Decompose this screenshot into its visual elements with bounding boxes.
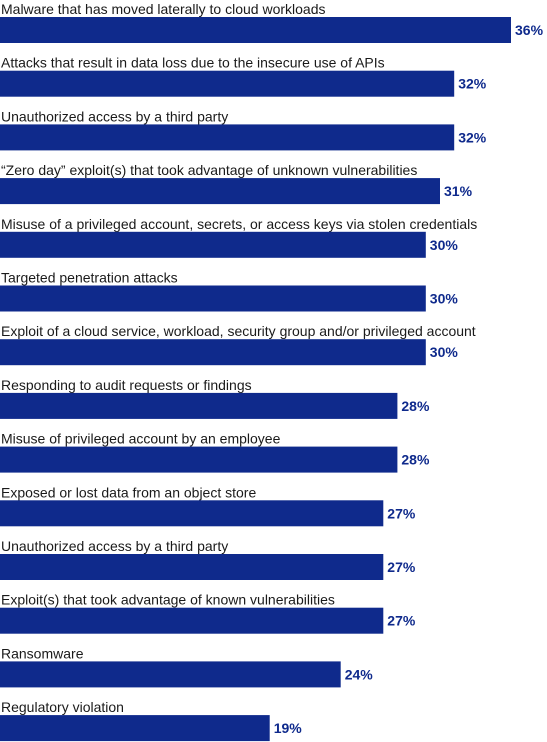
value-label: 30% <box>430 344 459 360</box>
value-label: 28% <box>401 452 430 468</box>
category-label: Ransomware <box>1 645 84 661</box>
category-label: Unauthorized access by a third party <box>1 108 228 124</box>
value-label: 28% <box>401 398 430 414</box>
value-label: 36% <box>515 22 544 38</box>
bar <box>0 124 455 151</box>
bar <box>0 231 426 258</box>
value-label: 27% <box>387 613 416 629</box>
value-label: 27% <box>387 505 416 521</box>
bar <box>0 392 398 419</box>
category-label: Attacks that result in data loss due to … <box>1 55 385 71</box>
bar <box>0 70 455 97</box>
bar <box>0 446 398 473</box>
category-label: Unauthorized access by a third party <box>1 538 228 554</box>
category-label: Exposed or lost data from an object stor… <box>1 484 256 500</box>
category-label: Misuse of privileged account by an emplo… <box>1 431 281 447</box>
category-label: Malware that has moved laterally to clou… <box>1 1 326 17</box>
value-label: 27% <box>387 559 416 575</box>
value-label: 32% <box>458 129 487 145</box>
bar <box>0 661 341 688</box>
value-label: 32% <box>458 76 487 92</box>
category-label: Exploit(s) that took advantage of known … <box>1 592 335 608</box>
category-label: Responding to audit requests or findings <box>1 377 252 393</box>
value-label: 31% <box>444 183 473 199</box>
category-label: Misuse of a privileged account, secrets,… <box>1 216 477 232</box>
bar <box>0 554 384 580</box>
value-label: 30% <box>430 237 459 253</box>
value-label: 24% <box>345 666 374 682</box>
value-label: 19% <box>274 720 303 736</box>
bar <box>0 285 426 312</box>
bar <box>0 607 384 634</box>
bar <box>0 715 270 742</box>
bar <box>0 178 440 205</box>
bar <box>0 339 426 366</box>
category-label: Exploit of a cloud service, workload, se… <box>1 323 476 339</box>
value-label: 30% <box>430 291 459 307</box>
bar <box>0 17 511 43</box>
category-label: Regulatory violation <box>1 699 124 715</box>
category-label: Targeted penetration attacks <box>1 270 178 286</box>
category-label: “Zero day” exploit(s) that took advantag… <box>1 162 417 178</box>
bar <box>0 500 384 527</box>
